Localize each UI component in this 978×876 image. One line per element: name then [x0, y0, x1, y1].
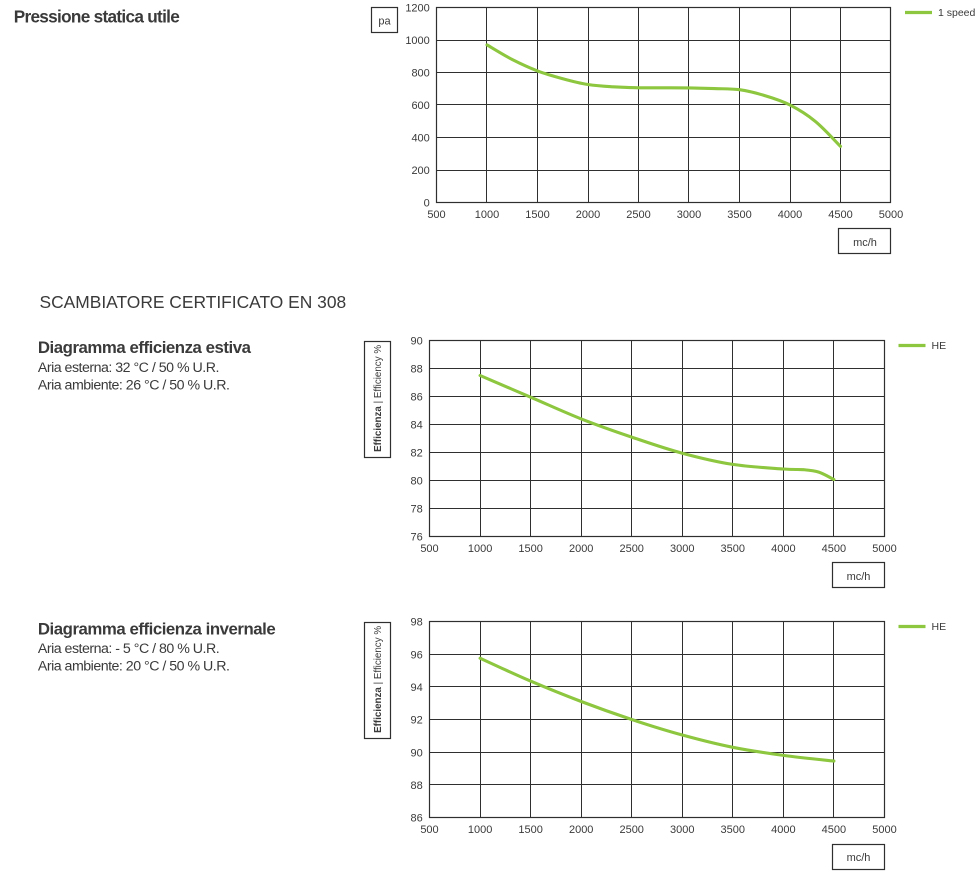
svg-text:500: 500 [420, 824, 438, 836]
svg-text:86: 86 [411, 392, 423, 404]
svg-text:mc/h: mc/h [847, 571, 871, 583]
svg-text:Pressione statica utile: Pressione statica utile [14, 7, 180, 27]
svg-text:2500: 2500 [619, 824, 643, 836]
svg-text:4000: 4000 [778, 209, 802, 221]
svg-text:mc/h: mc/h [853, 237, 877, 249]
svg-text:88: 88 [411, 780, 423, 792]
svg-text:2000: 2000 [569, 543, 593, 555]
svg-text:1500: 1500 [525, 209, 549, 221]
svg-text:4500: 4500 [828, 209, 852, 221]
svg-text:82: 82 [411, 448, 423, 460]
svg-text:Diagramma efficienza invernale: Diagramma efficienza invernale [38, 619, 276, 638]
svg-text:1500: 1500 [518, 543, 542, 555]
svg-text:Aria ambiente: 20 °C / 50 % U.: Aria ambiente: 20 °C / 50 % U.R. [38, 659, 230, 675]
svg-text:0: 0 [424, 198, 430, 210]
svg-text:HE: HE [932, 621, 947, 633]
svg-text:1000: 1000 [475, 209, 499, 221]
svg-text:Aria esterna: - 5 °C / 80 % U.: Aria esterna: - 5 °C / 80 % U.R. [38, 641, 219, 657]
svg-text:600: 600 [411, 100, 429, 112]
svg-text:2500: 2500 [619, 543, 643, 555]
svg-text:4000: 4000 [771, 824, 795, 836]
svg-text:pa: pa [378, 16, 391, 28]
svg-text:92: 92 [411, 715, 423, 727]
svg-text:88: 88 [411, 364, 423, 376]
svg-text:3000: 3000 [670, 824, 694, 836]
svg-text:86: 86 [411, 813, 423, 825]
svg-text:1000: 1000 [405, 35, 429, 47]
svg-text:Efficienza | Efficiency %: Efficienza | Efficiency % [373, 345, 384, 452]
svg-text:78: 78 [411, 504, 423, 516]
svg-text:90: 90 [411, 336, 423, 348]
svg-text:94: 94 [411, 682, 423, 694]
svg-text:3500: 3500 [727, 209, 751, 221]
svg-text:500: 500 [420, 543, 438, 555]
svg-text:3500: 3500 [721, 824, 745, 836]
svg-text:3000: 3000 [670, 543, 694, 555]
svg-text:2000: 2000 [569, 824, 593, 836]
svg-text:76: 76 [411, 532, 423, 544]
svg-text:2000: 2000 [576, 209, 600, 221]
svg-text:4500: 4500 [822, 543, 846, 555]
svg-text:SCAMBIATORE CERTIFICATO EN 308: SCAMBIATORE CERTIFICATO EN 308 [40, 292, 347, 312]
svg-text:2500: 2500 [626, 209, 650, 221]
svg-text:Aria ambiente: 26 °C / 50 % U.: Aria ambiente: 26 °C / 50 % U.R. [38, 377, 230, 393]
svg-text:Efficienza | Efficiency %: Efficienza | Efficiency % [373, 626, 384, 733]
svg-text:1 speed: 1 speed [938, 7, 976, 19]
svg-text:96: 96 [411, 649, 423, 661]
svg-text:1000: 1000 [468, 543, 492, 555]
svg-text:4000: 4000 [771, 543, 795, 555]
svg-text:Diagramma efficienza estiva: Diagramma efficienza estiva [38, 338, 252, 357]
svg-text:1500: 1500 [518, 824, 542, 836]
svg-text:HE: HE [932, 340, 947, 352]
svg-text:90: 90 [411, 747, 423, 759]
svg-text:200: 200 [411, 165, 429, 177]
svg-text:5000: 5000 [879, 209, 903, 221]
svg-text:98: 98 [411, 617, 423, 629]
svg-text:4500: 4500 [822, 824, 846, 836]
svg-text:Aria esterna: 32 °C / 50 % U.R: Aria esterna: 32 °C / 50 % U.R. [38, 360, 219, 376]
svg-text:5000: 5000 [872, 824, 896, 836]
svg-text:800: 800 [411, 68, 429, 80]
svg-text:5000: 5000 [872, 543, 896, 555]
svg-text:1200: 1200 [405, 3, 429, 15]
svg-text:400: 400 [411, 133, 429, 145]
svg-text:3500: 3500 [721, 543, 745, 555]
svg-text:84: 84 [411, 420, 423, 432]
svg-text:80: 80 [411, 476, 423, 488]
svg-text:mc/h: mc/h [847, 852, 871, 864]
svg-text:3000: 3000 [677, 209, 701, 221]
svg-text:1000: 1000 [468, 824, 492, 836]
svg-text:500: 500 [427, 209, 445, 221]
